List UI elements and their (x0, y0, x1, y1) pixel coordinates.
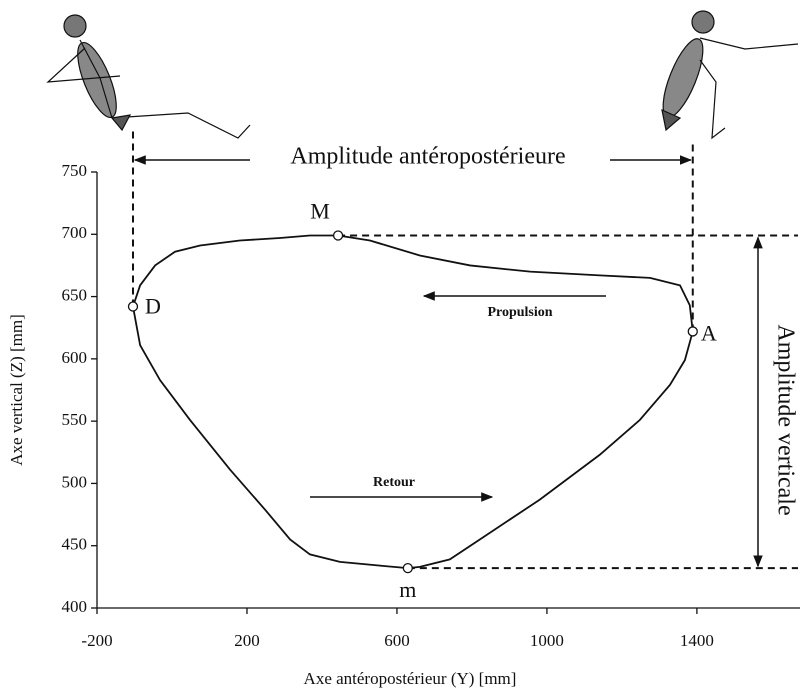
y-tick-label: 450 (62, 535, 88, 554)
x-tick-label: 1000 (530, 631, 564, 650)
propulsion-label: Propulsion (487, 305, 552, 320)
x-tick-label: 200 (234, 631, 260, 650)
y-tick-label: 600 (62, 348, 88, 367)
x-tick-label: 1400 (680, 631, 714, 650)
x-axis-title: Axe antéropostérieur (Y) [mm] (304, 669, 517, 688)
y-tick-label: 500 (62, 472, 88, 491)
stick-figure-right (661, 10, 799, 140)
y-tick-label: 400 (62, 597, 88, 616)
amplitude-v-label: Amplitude verticale (772, 324, 798, 515)
key-point (127, 301, 139, 312)
key-point-label: A (701, 320, 717, 345)
y-tick-label: 750 (62, 161, 88, 180)
y-axis-title: Axe vertical (Z) [mm] (7, 314, 26, 466)
key-point-label: D (145, 294, 161, 319)
x-tick-label: 600 (384, 631, 410, 650)
amplitude-h-label: Amplitude antéropostérieure (290, 144, 565, 170)
key-point (402, 562, 413, 574)
y-tick-label: 550 (62, 410, 88, 429)
key-point (687, 326, 698, 337)
stick-figure-left (46, 14, 251, 139)
trajectory (132, 234, 694, 570)
key-point (332, 230, 344, 241)
key-point-label: M (310, 199, 330, 224)
y-tick-label: 650 (62, 285, 88, 304)
y-tick-label: 700 (62, 223, 88, 242)
label-bg (250, 146, 610, 174)
x-tick-label: -200 (81, 631, 112, 650)
retour-label: Retour (373, 475, 415, 490)
key-point-label: m (399, 577, 416, 602)
